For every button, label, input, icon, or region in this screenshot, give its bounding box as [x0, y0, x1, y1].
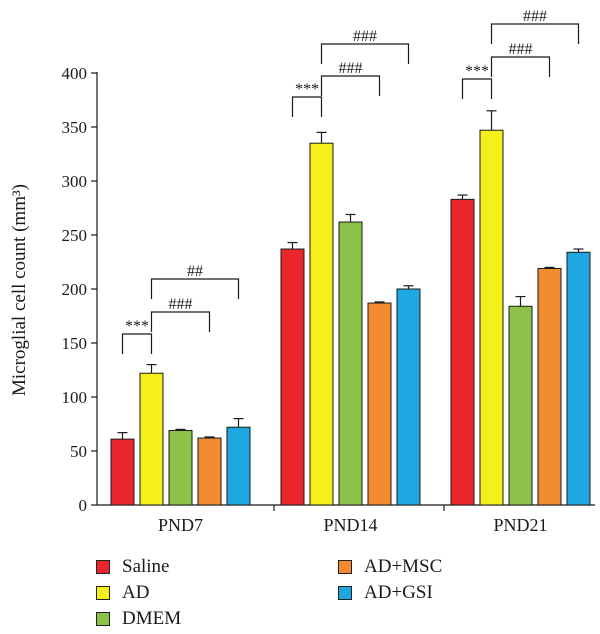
bar	[338, 221, 363, 506]
legend-label-saline: Saline	[122, 556, 170, 577]
significance-label: ***	[125, 318, 149, 335]
legend-swatch-dmem	[96, 612, 110, 626]
significance-bracket	[320, 43, 410, 64]
significance-bracket	[121, 333, 153, 354]
y-tick-label: 300	[62, 172, 88, 191]
significance-bracket	[490, 23, 580, 44]
x-tick-label: PND21	[493, 515, 547, 535]
bar	[280, 248, 305, 506]
bar	[309, 142, 334, 506]
y-tick-label: 100	[62, 388, 88, 407]
significance-bracket	[490, 56, 551, 77]
legend-item-dmem: DMEM	[96, 608, 181, 630]
x-tick-label: PND7	[158, 515, 203, 535]
significance-brackets: ***#####***######***######	[121, 8, 580, 354]
bar	[168, 429, 193, 506]
bars	[110, 110, 591, 506]
legend-label-ad: AD	[122, 582, 150, 603]
bar	[396, 288, 421, 506]
significance-bracket	[461, 78, 493, 99]
y-tick-label: 250	[62, 226, 88, 245]
legend-swatch-ad	[96, 586, 110, 600]
significance-label: ###	[339, 60, 363, 77]
bar	[226, 426, 251, 506]
significance-label: ###	[509, 41, 533, 58]
x-tick-label: PND14	[323, 515, 377, 535]
significance-bracket	[320, 75, 381, 96]
bar	[566, 251, 591, 506]
legend-swatch-saline	[96, 560, 110, 574]
y-tick-label: 200	[62, 280, 88, 299]
significance-label: ###	[353, 28, 377, 45]
legend-swatch-ad-msc	[338, 560, 352, 574]
legend-label-dmem: DMEM	[122, 608, 182, 629]
y-axis: 0 50 100 150 200 250 300 350 400	[62, 64, 98, 515]
significance-label: ***	[295, 81, 319, 98]
y-tick-label: 50	[70, 442, 87, 461]
significance-label: ###	[523, 8, 547, 25]
bar	[479, 129, 504, 506]
significance-bracket	[291, 96, 323, 117]
significance-bracket	[150, 311, 211, 332]
legend: Saline AD DMEM AD+MSC AD+GSI	[96, 552, 576, 632]
legend-label-ad-msc: AD+MSC	[364, 556, 443, 577]
legend-label-ad-gsi: AD+GSI	[364, 582, 433, 603]
significance-label: ##	[187, 263, 203, 280]
bar	[537, 267, 562, 506]
significance-label: ###	[169, 296, 193, 313]
y-tick-label: 400	[62, 64, 88, 83]
legend-item-ad: AD	[96, 582, 149, 604]
significance-bracket	[150, 278, 240, 299]
bar	[110, 438, 135, 506]
significance-label: ***	[465, 63, 489, 80]
bar	[508, 305, 533, 506]
y-tick-label: 0	[79, 496, 88, 515]
bar	[450, 198, 475, 506]
y-tick-label: 150	[62, 334, 88, 353]
legend-swatch-ad-gsi	[338, 586, 352, 600]
legend-item-ad-gsi: AD+GSI	[338, 582, 433, 604]
x-axis: PND7 PND14 PND21	[97, 504, 595, 535]
bar	[139, 372, 164, 506]
y-tick-label: 350	[62, 118, 88, 137]
y-axis-label: Microglial cell count (mm³)	[9, 184, 30, 396]
bar	[367, 302, 392, 506]
legend-item-ad-msc: AD+MSC	[338, 556, 442, 578]
legend-item-saline: Saline	[96, 556, 170, 578]
bar	[197, 437, 222, 506]
